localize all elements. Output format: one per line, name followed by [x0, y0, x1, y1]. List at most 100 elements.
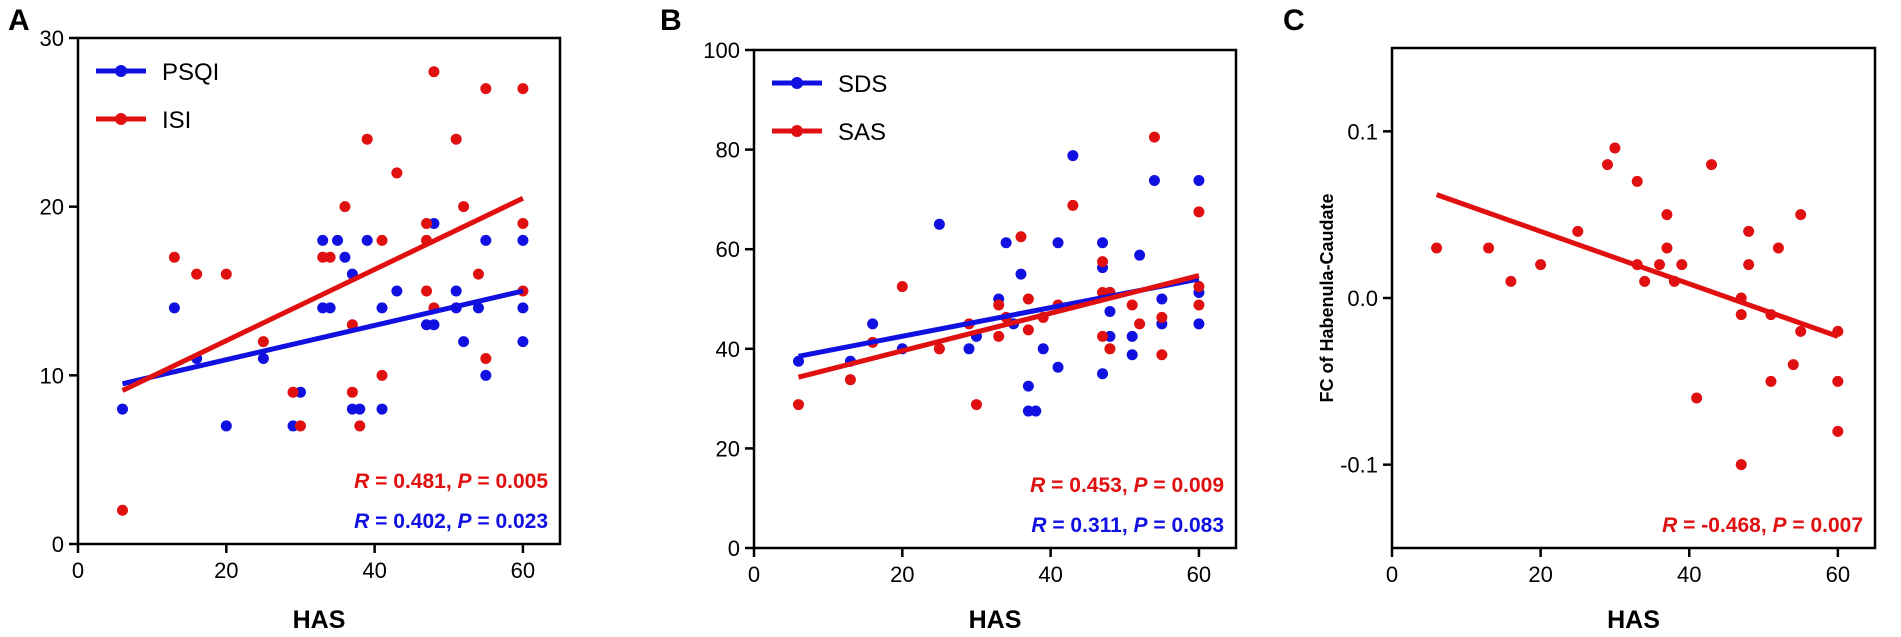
x-axis-title: HAS: [969, 606, 1022, 634]
data-point-sds: [1000, 237, 1012, 249]
data-point-fc: [1601, 159, 1613, 171]
stat-part: = 0.453,: [1045, 474, 1133, 497]
fit-line-psqi: [121, 288, 524, 387]
panel-c: C 0 20 40 60 -0.1 0.0 0.1 HAS FC of Habenula-Cau…: [1283, 4, 1877, 634]
panel-b: B 0 20 40 60 0 20 40 60 80 100 HAS SDS SAS R = 0.453,…: [660, 4, 1238, 634]
data-point-fc: [1735, 309, 1747, 321]
panel-a-plot: 0 20 40 60 0 10 20 30 HAS PSQI ISI R = 0.481, P = 0…: [40, 26, 562, 634]
y-tick-label: 40: [716, 337, 740, 362]
data-point-sds: [1022, 380, 1034, 392]
data-point-sas: [1193, 206, 1205, 218]
panel-b-plot: 0 20 40 60 0 20 40 60 80 100 HAS SDS SAS R = 0.453, P…: [703, 38, 1238, 634]
data-point-sds: [1030, 405, 1042, 417]
data-point-sds: [1067, 150, 1079, 162]
data-point-sas: [1134, 318, 1146, 330]
data-point-fc: [1706, 159, 1718, 171]
data-point-psqi: [168, 302, 180, 314]
data-point-sas: [1193, 299, 1205, 311]
fit-line-fc: [1435, 192, 1839, 339]
data-point-sas: [1022, 324, 1034, 336]
data-point-fc: [1639, 275, 1651, 287]
data-point-psqi: [324, 302, 336, 314]
data-point-sas: [1148, 131, 1160, 143]
panel-c-plot: 0 20 40 60 -0.1 0.0 0.1 HAS FC of Habenula-Cauda…: [1317, 46, 1877, 634]
y-tick-label: 30: [40, 26, 64, 51]
stat-part: = 0.023: [472, 510, 548, 533]
data-point-psqi: [450, 285, 462, 297]
x-tick-label: 40: [1038, 562, 1062, 587]
stat-annotation: R = 0.481, P = 0.005: [354, 470, 548, 493]
panel-a: A 0 20 40 60 0 10 20 30 HAS PSQI ISI R = 0.481, P =…: [8, 4, 562, 634]
stat-part: = 0.007: [1787, 514, 1863, 537]
data-point-psqi: [480, 234, 492, 246]
data-point-psqi: [517, 234, 529, 246]
data-point-fc: [1832, 425, 1844, 437]
data-point-fc: [1832, 375, 1844, 387]
data-point-isi: [421, 285, 433, 297]
data-point-fc: [1765, 375, 1777, 387]
y-tick-label: 0.1: [1347, 119, 1378, 144]
stat-part: = 0.083: [1148, 514, 1224, 537]
x-tick-label: 20: [214, 558, 238, 583]
data-point-sds: [1193, 318, 1205, 330]
stat-part: = 0.005: [472, 470, 549, 493]
stat-part: R: [354, 510, 370, 533]
data-point-fc: [1483, 242, 1495, 254]
plot-frame: [1390, 46, 1877, 550]
data-point-fc: [1609, 142, 1621, 154]
y-tick-label: 80: [716, 138, 740, 163]
data-point-sas: [1022, 293, 1034, 305]
data-point-isi: [480, 83, 492, 95]
data-point-isi: [480, 352, 492, 364]
stat-part: R: [1031, 514, 1047, 537]
data-point-psqi: [376, 302, 388, 314]
data-point-isi: [376, 234, 388, 246]
stat-part: P: [1773, 514, 1788, 537]
data-point-sas: [896, 281, 908, 293]
stat-part: P: [1134, 514, 1149, 537]
data-point-isi: [450, 133, 462, 145]
data-point-isi: [220, 268, 232, 280]
x-tick-label: 60: [511, 558, 535, 583]
y-tick-label: -0.1: [1340, 453, 1378, 478]
stat-part: = -0.468,: [1677, 514, 1772, 537]
data-point-psqi: [517, 302, 529, 314]
data-point-fc: [1535, 259, 1547, 271]
data-point-sds: [1052, 237, 1064, 249]
data-point-fc: [1795, 325, 1807, 337]
data-point-psqi: [220, 420, 232, 432]
data-point-fc: [1743, 225, 1755, 237]
data-point-sds: [1037, 343, 1049, 355]
data-point-sds: [1156, 293, 1168, 305]
data-point-sds: [933, 218, 945, 230]
stat-part: = 0.311,: [1047, 514, 1134, 537]
legend-label-sds: SDS: [838, 71, 887, 98]
data-point-psqi: [332, 234, 344, 246]
data-point-isi: [517, 83, 529, 95]
fit-line-sas: [797, 273, 1200, 380]
x-tick-label: 40: [362, 558, 386, 583]
data-point-psqi: [391, 285, 403, 297]
data-point-psqi: [472, 302, 484, 314]
data-point-psqi: [361, 234, 373, 246]
legend-marker-sas: [791, 125, 803, 137]
data-point-fc: [1735, 459, 1747, 471]
data-point-fc: [1654, 259, 1666, 271]
data-point-sds: [1134, 249, 1146, 261]
data-point-sds: [1126, 349, 1138, 361]
data-point-isi: [428, 66, 440, 78]
data-point-isi: [376, 369, 388, 381]
y-tick-label: 0: [728, 536, 740, 561]
data-point-fc: [1743, 259, 1755, 271]
data-point-sds: [963, 343, 975, 355]
data-point-sds: [1015, 268, 1027, 280]
legend-label-sas: SAS: [838, 119, 886, 146]
data-point-psqi: [116, 403, 128, 415]
x-tick-label: 40: [1677, 562, 1701, 587]
stat-part: = 0.481,: [369, 470, 457, 493]
data-point-psqi: [480, 369, 492, 381]
x-tick-label: 0: [72, 558, 84, 583]
data-point-psqi: [317, 234, 329, 246]
data-point-fc: [1795, 209, 1807, 221]
stat-part: R: [1662, 514, 1678, 537]
